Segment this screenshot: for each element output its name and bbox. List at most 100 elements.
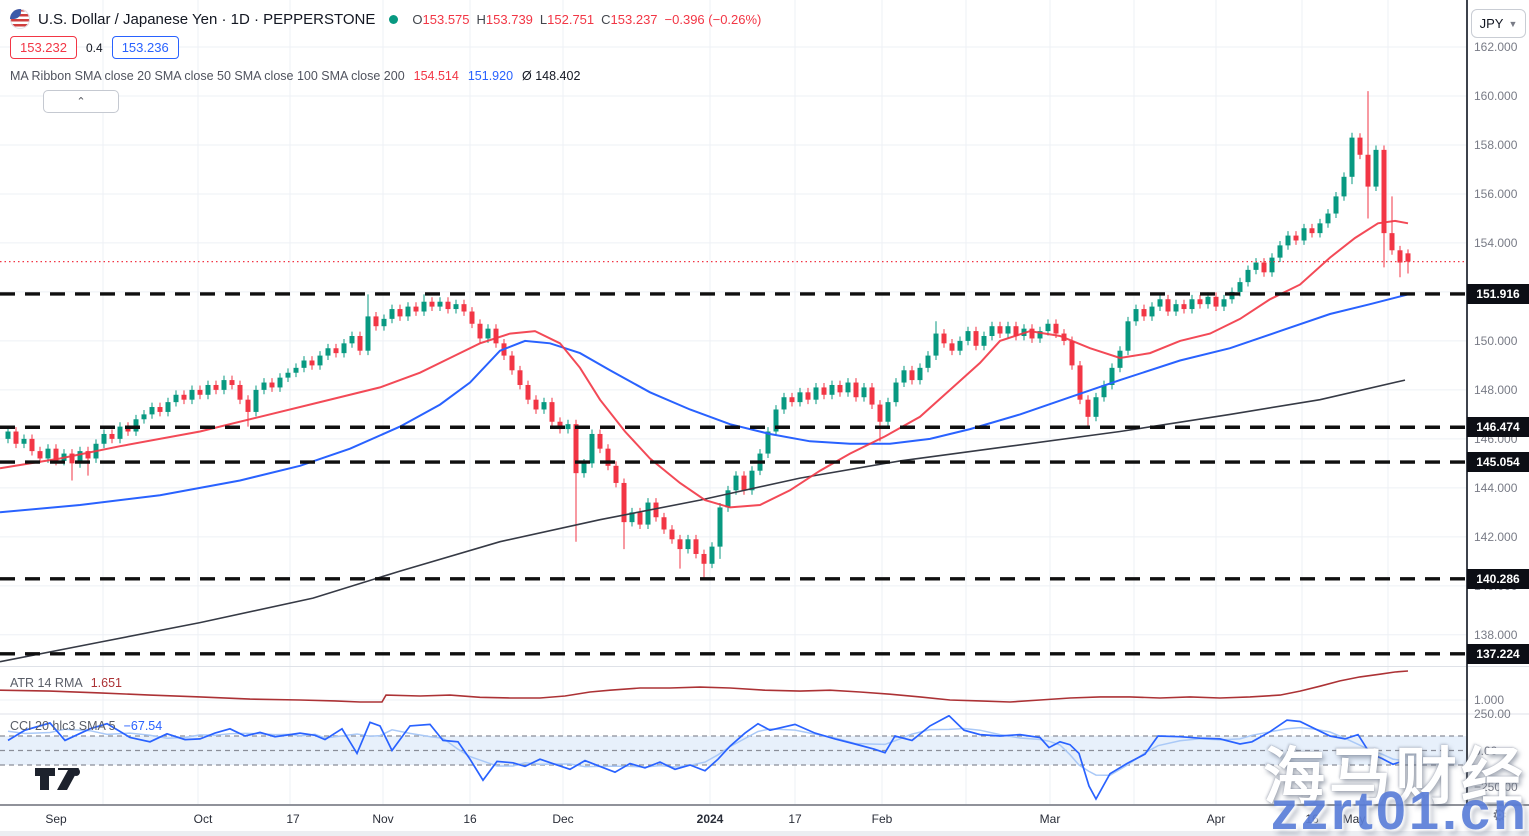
main-price-pane[interactable] — [0, 91, 1411, 663]
tradingview-logo[interactable] — [34, 766, 88, 797]
candle-body — [917, 367, 923, 381]
candle-body — [1077, 365, 1083, 400]
candle-body — [445, 301, 451, 310]
candle-body — [797, 392, 803, 403]
time-axis-label[interactable]: 17 — [788, 812, 802, 826]
time-axis-label[interactable]: Feb — [871, 812, 893, 826]
candle-body — [573, 424, 579, 474]
candle-body — [309, 360, 315, 366]
candle-body — [485, 328, 491, 339]
sma50-line — [0, 293, 1409, 514]
candle-body — [333, 348, 339, 354]
candle-body — [629, 512, 635, 523]
time-axis-label[interactable]: Oct — [193, 812, 213, 826]
axis-price-label: 142.000 — [1474, 529, 1518, 544]
candle-body — [933, 333, 939, 356]
candle-body — [237, 384, 243, 400]
symbol-title[interactable]: U.S. Dollar / Japanese Yen · 1D · PEPPER… — [38, 10, 376, 28]
currency-dropdown[interactable]: JPY ▼ — [1471, 9, 1526, 38]
pane-collapse-button[interactable]: ⌃ — [43, 90, 119, 113]
candle-body — [669, 529, 675, 540]
candle-body — [109, 433, 115, 439]
time-axis-label[interactable]: 2024 — [696, 812, 724, 826]
candle-body — [677, 539, 683, 550]
time-axis-label[interactable]: Dec — [552, 812, 574, 826]
price-level-badge: 140.286 — [1467, 568, 1529, 589]
candle-body — [1253, 262, 1259, 270]
candle-body — [781, 397, 787, 410]
candle-body — [533, 399, 539, 410]
sell-button[interactable]: 153.232 — [10, 36, 77, 59]
cci-legend[interactable]: CCI 20 hlc3 SMA 5 −67.54 — [10, 719, 162, 733]
low-label: L — [539, 11, 548, 27]
candle-body — [357, 336, 363, 351]
candle-body — [1013, 326, 1019, 337]
candle-body — [733, 475, 739, 491]
buy-button[interactable]: 153.236 — [111, 36, 179, 59]
time-axis-label[interactable]: Sep — [45, 812, 67, 826]
axis-price-label: 160.000 — [1474, 88, 1518, 103]
candle-body — [1213, 296, 1219, 307]
candle-body — [157, 407, 163, 412]
candle-body — [965, 331, 971, 341]
candle-body — [1221, 299, 1227, 307]
candle-body — [13, 431, 19, 444]
candle-body — [949, 343, 955, 351]
axis-price-label: 0.00 — [1474, 743, 1498, 758]
ma-ribbon-legend[interactable]: MA Ribbon SMA close 20 SMA close 50 SMA … — [10, 69, 580, 83]
candle-body — [149, 407, 155, 415]
candle-body — [621, 482, 627, 523]
candle-body — [805, 392, 811, 400]
watermark-url: zzrt01.cn — [1270, 781, 1529, 836]
candle-body — [549, 402, 555, 422]
atr-pane[interactable] — [0, 670, 1409, 703]
time-axis-label[interactable]: 16 — [463, 812, 477, 826]
cci-sma-line — [7, 726, 1406, 777]
candle-body — [365, 316, 371, 351]
candle-body — [741, 475, 747, 491]
axis-price-label: 138.000 — [1474, 627, 1518, 642]
axis-price-label: 250.00 — [1474, 707, 1511, 722]
gear-icon[interactable]: ⚙ — [1492, 806, 1508, 825]
time-axis-label[interactable]: Mar — [1039, 812, 1061, 826]
spread-value: 0.4 — [86, 40, 103, 55]
candle-body — [221, 380, 227, 390]
candle-body — [381, 318, 387, 327]
candle-body — [925, 355, 931, 368]
candlestick-series — [5, 91, 1411, 579]
candle-body — [1357, 137, 1363, 155]
cci-pane[interactable] — [0, 715, 1466, 801]
time-axis-label[interactable]: May — [1342, 812, 1366, 826]
candle-body — [21, 438, 27, 444]
candle-body — [117, 426, 123, 439]
candle-body — [749, 470, 755, 491]
candle-body — [1093, 397, 1099, 417]
high-label: H — [476, 11, 486, 27]
candle-body — [773, 409, 779, 432]
close-value: 153.237 — [610, 11, 658, 27]
candle-body — [637, 512, 643, 525]
candle-body — [37, 451, 43, 459]
time-axis-label[interactable]: Nov — [372, 812, 394, 826]
candle-body — [1261, 262, 1267, 273]
candle-body — [5, 431, 11, 439]
candle-body — [541, 402, 547, 410]
candle-body — [1173, 304, 1179, 312]
time-axis-label[interactable]: 16 — [1305, 812, 1319, 826]
atr-line — [0, 670, 1409, 703]
candle-body — [709, 546, 715, 564]
quote-row: 153.232 0.4 153.236 — [10, 36, 179, 59]
atr-legend[interactable]: ATR 14 RMA 1.651 — [10, 676, 122, 690]
time-axis-label[interactable]: Apr — [1206, 812, 1226, 826]
candle-body — [1189, 299, 1195, 310]
atr-label: ATR 14 RMA — [10, 676, 83, 690]
candle-body — [85, 451, 91, 459]
candle-body — [693, 539, 699, 554]
candle-body — [717, 507, 723, 547]
candle-body — [429, 301, 435, 307]
candle-body — [1069, 340, 1075, 366]
candle-body — [1301, 228, 1307, 241]
symbol-legend[interactable]: U.S. Dollar / Japanese Yen · 1D · PEPPER… — [10, 9, 761, 29]
time-axis-label[interactable]: 17 — [286, 812, 300, 826]
